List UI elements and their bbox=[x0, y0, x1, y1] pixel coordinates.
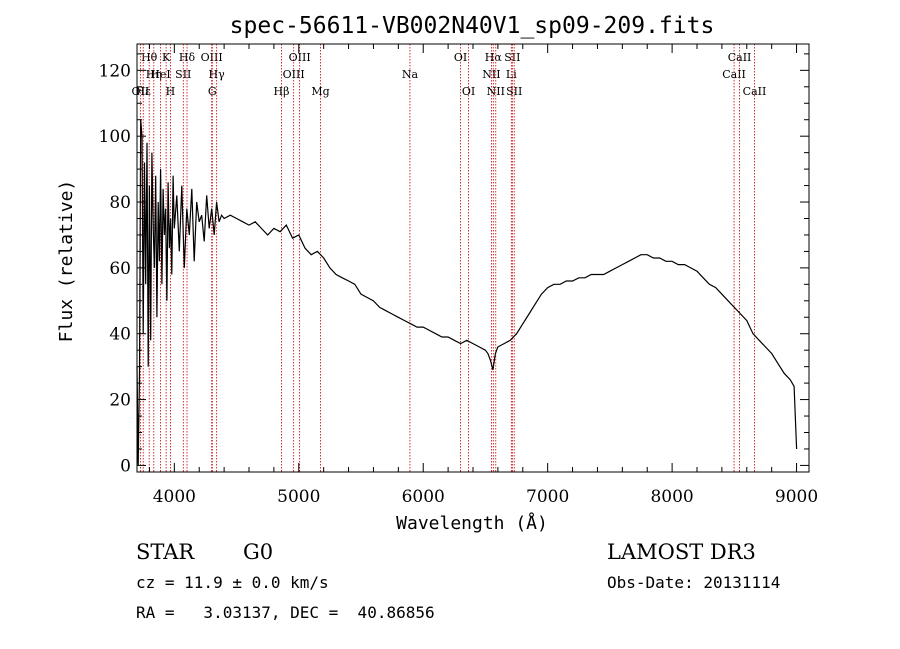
spectral-line-label: K bbox=[162, 51, 171, 64]
spectral-line-label: OIII bbox=[201, 51, 223, 64]
spectral-line-label: Li bbox=[506, 68, 517, 81]
survey-name: LAMOST DR3 bbox=[607, 540, 756, 564]
spectral-line-label: H bbox=[166, 85, 176, 98]
spectral-line-label: CaII bbox=[728, 51, 752, 64]
spectral-line-label: OI bbox=[454, 51, 467, 64]
spectral-line-label: OI bbox=[462, 85, 475, 98]
y-axis-label: Flux (relative) bbox=[56, 180, 77, 343]
x-tick-label: 5000 bbox=[277, 487, 320, 507]
spectral-line-label: Hγ bbox=[209, 68, 226, 81]
spectral-line-label: NII bbox=[482, 68, 500, 81]
spectral-line-label: Na bbox=[402, 68, 419, 81]
y-tick-label: 80 bbox=[109, 193, 131, 213]
coordinates: RA = 3.03137, DEC = 40.86856 bbox=[136, 603, 435, 622]
object-subclass: G0 bbox=[243, 540, 274, 564]
y-axis-ticks: 0 20 40 60 80 100 120 bbox=[99, 53, 809, 476]
x-axis-label: Wavelength (Å) bbox=[396, 512, 548, 534]
spectral-line-label: OII bbox=[132, 85, 150, 98]
spectral-line-label: Hδ bbox=[179, 51, 196, 64]
spectral-line-label: SII bbox=[504, 51, 520, 64]
y-tick-label: 40 bbox=[109, 325, 131, 345]
x-tick-label: 7000 bbox=[526, 487, 569, 507]
spectrum-line bbox=[136, 119, 798, 466]
y-tick-label: 60 bbox=[109, 259, 131, 279]
x-tick-label: 4000 bbox=[153, 487, 196, 507]
spectral-line-label: OIII bbox=[283, 68, 305, 81]
spectral-line-label: OIII bbox=[289, 51, 311, 64]
y-tick-label: 120 bbox=[99, 61, 131, 81]
plot-frame bbox=[136, 43, 810, 473]
x-tick-label: 9000 bbox=[775, 487, 818, 507]
y-tick-label: 0 bbox=[120, 456, 131, 476]
y-tick-label: 100 bbox=[99, 127, 131, 147]
spectral-line-label: Hε bbox=[136, 85, 152, 98]
spectral-line-label: Hα bbox=[485, 51, 503, 64]
chart-title: spec-56611-VB002N40V1_sp09-209.fits bbox=[230, 13, 715, 39]
obs-date: Obs-Date: 20131114 bbox=[607, 573, 781, 592]
spectral-line-label: HeI bbox=[150, 68, 170, 81]
spectral-line-label: Mg bbox=[311, 85, 329, 98]
spectral-line-label: SII bbox=[506, 85, 522, 98]
spectral-line-label: NII bbox=[487, 85, 505, 98]
spectral-line-label: Hη bbox=[146, 68, 162, 81]
spectral-line-label: SII bbox=[175, 68, 191, 81]
spectral-line-label: G bbox=[208, 85, 217, 98]
y-tick-label: 20 bbox=[109, 391, 131, 411]
redshift-info: cz = 11.9 ± 0.0 km/s bbox=[136, 573, 329, 592]
x-tick-label: 6000 bbox=[402, 487, 445, 507]
spectral-line-label: CaII bbox=[722, 68, 746, 81]
spectral-line-label: CaII bbox=[743, 85, 767, 98]
object-class: STAR bbox=[136, 540, 195, 564]
x-axis-ticks: 4000 5000 6000 7000 8000 9000 bbox=[148, 44, 818, 507]
spectral-line-label: Hβ bbox=[274, 85, 290, 98]
x-tick-label: 8000 bbox=[650, 487, 693, 507]
